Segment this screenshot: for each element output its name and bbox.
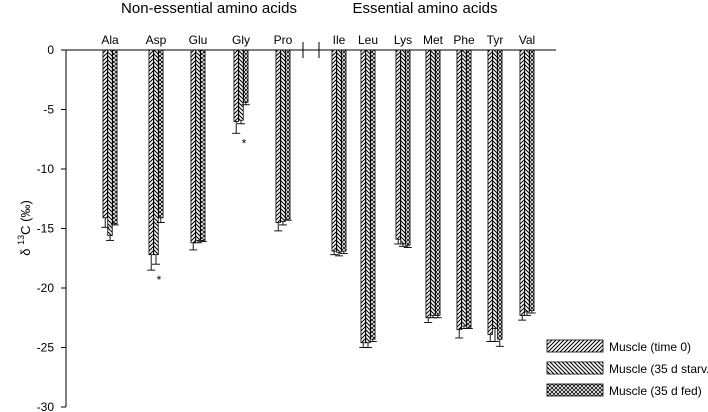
category-labels: Ala Asp Glu Gly Pro Ile Leu Lys Met Phe Tyr Val bbox=[101, 33, 535, 47]
bar bbox=[487, 49, 493, 335]
legend: Muscle (time 0) Muscle (35 d starv.) Muscl… bbox=[546, 339, 708, 398]
y-axis-label-delta: δ bbox=[18, 245, 33, 256]
legend-label: Muscle (35 d fed) bbox=[609, 384, 702, 398]
bar bbox=[233, 49, 239, 122]
bar bbox=[148, 49, 154, 256]
category-label: Pro bbox=[274, 33, 293, 47]
y-tick-label: -15 bbox=[37, 222, 55, 236]
significance-marks: ** bbox=[157, 136, 247, 287]
bar bbox=[519, 49, 525, 316]
bar bbox=[360, 49, 366, 344]
bar bbox=[243, 49, 249, 103]
significance-mark: * bbox=[157, 273, 162, 287]
bar bbox=[102, 49, 108, 219]
bar bbox=[461, 49, 467, 327]
legend-item: Muscle (35 d starv.) bbox=[546, 361, 708, 376]
bar bbox=[529, 49, 535, 312]
category-label: Gly bbox=[232, 33, 250, 47]
y-tick-label: -30 bbox=[37, 400, 55, 412]
bar bbox=[153, 49, 159, 256]
category-label: Phe bbox=[453, 33, 475, 47]
significance-mark: * bbox=[242, 136, 247, 150]
category-label: Lys bbox=[394, 33, 412, 47]
bar bbox=[425, 49, 431, 319]
bar bbox=[395, 49, 401, 240]
bars bbox=[102, 49, 535, 344]
category-label: Met bbox=[423, 33, 444, 47]
category-label: Tyr bbox=[487, 33, 504, 47]
bar bbox=[331, 49, 337, 252]
bar bbox=[430, 49, 436, 316]
legend-swatch bbox=[546, 361, 604, 375]
bar bbox=[200, 49, 206, 241]
y-axis-label-text: C (‰) bbox=[18, 200, 33, 235]
bar bbox=[280, 49, 286, 222]
bar bbox=[238, 49, 244, 121]
legend-swatch bbox=[546, 383, 604, 397]
bar bbox=[341, 49, 347, 252]
bar bbox=[365, 49, 371, 344]
bar bbox=[456, 49, 462, 331]
bar bbox=[405, 49, 411, 246]
category-label: Asp bbox=[146, 33, 167, 47]
legend-item: Muscle (time 0) bbox=[546, 339, 691, 354]
bar bbox=[112, 49, 118, 225]
bar bbox=[370, 49, 376, 340]
y-tick-label: -25 bbox=[37, 341, 55, 355]
axes: 0 -5 -10 -15 -20 -25 -30 bbox=[37, 42, 556, 412]
bar bbox=[107, 49, 113, 237]
bar bbox=[497, 49, 503, 340]
category-label: Ile bbox=[333, 33, 346, 47]
bar bbox=[435, 49, 441, 316]
bar bbox=[336, 49, 342, 253]
category-label: Glu bbox=[189, 33, 208, 47]
error-bars bbox=[101, 102, 536, 348]
category-label: Leu bbox=[358, 33, 378, 47]
legend-swatch bbox=[546, 339, 604, 353]
bar bbox=[195, 49, 201, 241]
bar bbox=[190, 49, 196, 244]
y-axis-label-group: δ 13C (‰) bbox=[16, 200, 33, 256]
y-tick-label: -20 bbox=[37, 281, 55, 295]
y-axis-label-superscript: 13 bbox=[16, 235, 26, 245]
y-tick-label: 0 bbox=[47, 43, 54, 57]
y-axis-label: δ 13C (‰) bbox=[16, 200, 33, 256]
group-title: Essential amino acids bbox=[352, 0, 497, 17]
group-title: Non-essential amino acids bbox=[121, 0, 297, 17]
bar bbox=[275, 49, 281, 223]
category-label: Ala bbox=[101, 33, 119, 47]
legend-item: Muscle (35 d fed) bbox=[546, 383, 702, 398]
group-titles: Non-essential amino acids Essential amino… bbox=[121, 0, 498, 17]
bar bbox=[158, 49, 164, 219]
legend-label: Muscle (35 d starv.) bbox=[609, 362, 708, 376]
y-tick-label: -5 bbox=[43, 103, 54, 117]
bar bbox=[492, 49, 498, 329]
legend-label: Muscle (time 0) bbox=[609, 340, 691, 354]
bar bbox=[400, 49, 406, 245]
y-tick-label: -10 bbox=[37, 162, 55, 176]
bar bbox=[466, 49, 472, 328]
bar bbox=[285, 49, 291, 220]
bar bbox=[524, 49, 530, 313]
category-label: Val bbox=[519, 33, 535, 47]
